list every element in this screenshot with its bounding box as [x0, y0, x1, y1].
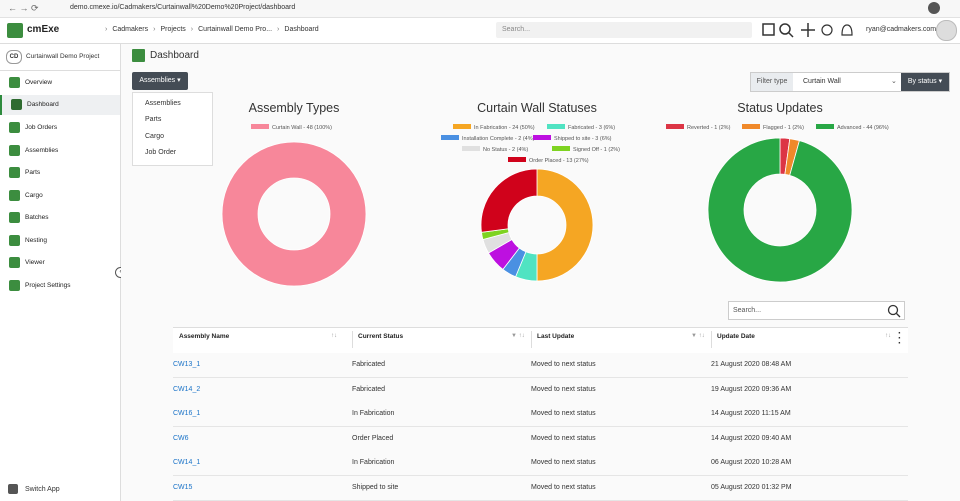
table-cell: Moved to next status: [531, 484, 596, 491]
table-cell: Order Placed: [352, 435, 393, 442]
assembly-link[interactable]: CW16_1: [173, 410, 200, 417]
legend-swatch: [441, 135, 459, 140]
table-cell: Fabricated: [352, 386, 385, 393]
search-icon: [887, 304, 901, 318]
donut-slice: [537, 169, 593, 281]
legend-swatch: [453, 124, 471, 129]
table-cell: 19 August 2020 09:36 AM: [711, 386, 791, 393]
table-cell: 21 August 2020 08:48 AM: [711, 361, 791, 368]
table-cell: 06 August 2020 10:28 AM: [711, 459, 791, 466]
table-cell: Moved to next status: [531, 361, 596, 368]
donut-slice: [481, 169, 537, 232]
table-cell: In Fabrication: [352, 459, 394, 466]
column-divider: [352, 331, 353, 348]
table-cell: Moved to next status: [531, 386, 596, 393]
assembly-link[interactable]: CW6: [173, 435, 189, 442]
sort-icon[interactable]: ▼ ↑↓: [511, 333, 525, 339]
assembly-link[interactable]: CW14_1: [173, 459, 200, 466]
table-search-placeholder: Search...: [733, 307, 761, 314]
table-cell: Moved to next status: [531, 459, 596, 466]
column-header[interactable]: Assembly Name: [179, 333, 229, 340]
column-divider: [531, 331, 532, 348]
table-cell: In Fabrication: [352, 410, 394, 417]
table-cell: Moved to next status: [531, 435, 596, 442]
legend-label: Signed Off - 1 (2%): [573, 147, 620, 153]
donut-slice: [708, 138, 852, 282]
column-header[interactable]: Last Update: [537, 333, 574, 340]
sort-icon[interactable]: ↑↓: [331, 333, 337, 339]
legend-swatch: [552, 146, 570, 151]
table-cell: 14 August 2020 09:40 AM: [711, 435, 791, 442]
legend-label: Fabricated - 3 (6%): [568, 125, 615, 131]
column-header[interactable]: Current Status: [358, 333, 403, 340]
column-header[interactable]: Update Date: [717, 333, 755, 340]
legend-label: In Fabrication - 24 (50%): [474, 125, 535, 131]
table-cell: Shipped to site: [352, 484, 398, 491]
legend-label: Shipped to site - 3 (6%): [554, 136, 612, 142]
donut-slice: [222, 142, 366, 286]
legend-label: No Status - 2 (4%): [483, 147, 528, 153]
chart-title: Status Updates: [737, 101, 822, 115]
legend-swatch: [508, 157, 526, 162]
assembly-link[interactable]: CW15: [173, 484, 192, 491]
legend-label: Advanced - 44 (96%): [837, 125, 889, 131]
legend-swatch: [462, 146, 480, 151]
sort-icon[interactable]: ▼ ↑↓: [691, 333, 705, 339]
table-search[interactable]: Search...: [728, 301, 905, 320]
legend-label: Order Placed - 13 (27%): [529, 158, 589, 164]
assembly-link[interactable]: CW13_1: [173, 361, 200, 368]
legend-swatch: [533, 135, 551, 140]
legend-swatch: [742, 124, 760, 129]
table-cell: 14 August 2020 11:15 AM: [711, 410, 791, 417]
legend-swatch: [251, 124, 269, 129]
legend-label: Flagged - 1 (2%): [763, 125, 804, 131]
assembly-link[interactable]: CW14_2: [173, 386, 200, 393]
table-cell: Moved to next status: [531, 410, 596, 417]
legend-swatch: [816, 124, 834, 129]
chart-title: Curtain Wall Statuses: [477, 101, 597, 115]
sort-icon[interactable]: ↑↓: [885, 333, 891, 339]
column-divider: [711, 331, 712, 348]
table-header-bg: [173, 327, 908, 354]
legend-swatch: [666, 124, 684, 129]
table-cell: Fabricated: [352, 361, 385, 368]
table-cell: 05 August 2020 01:32 PM: [711, 484, 792, 491]
column-menu[interactable]: ···: [898, 331, 901, 346]
legend-label: Reverted - 1 (2%): [687, 125, 731, 131]
legend-swatch: [547, 124, 565, 129]
legend-label: Curtain Wall - 48 (100%): [272, 125, 332, 131]
chart-title: Assembly Types: [249, 101, 340, 115]
legend-label: Installation Complete - 2 (4%): [462, 136, 535, 142]
